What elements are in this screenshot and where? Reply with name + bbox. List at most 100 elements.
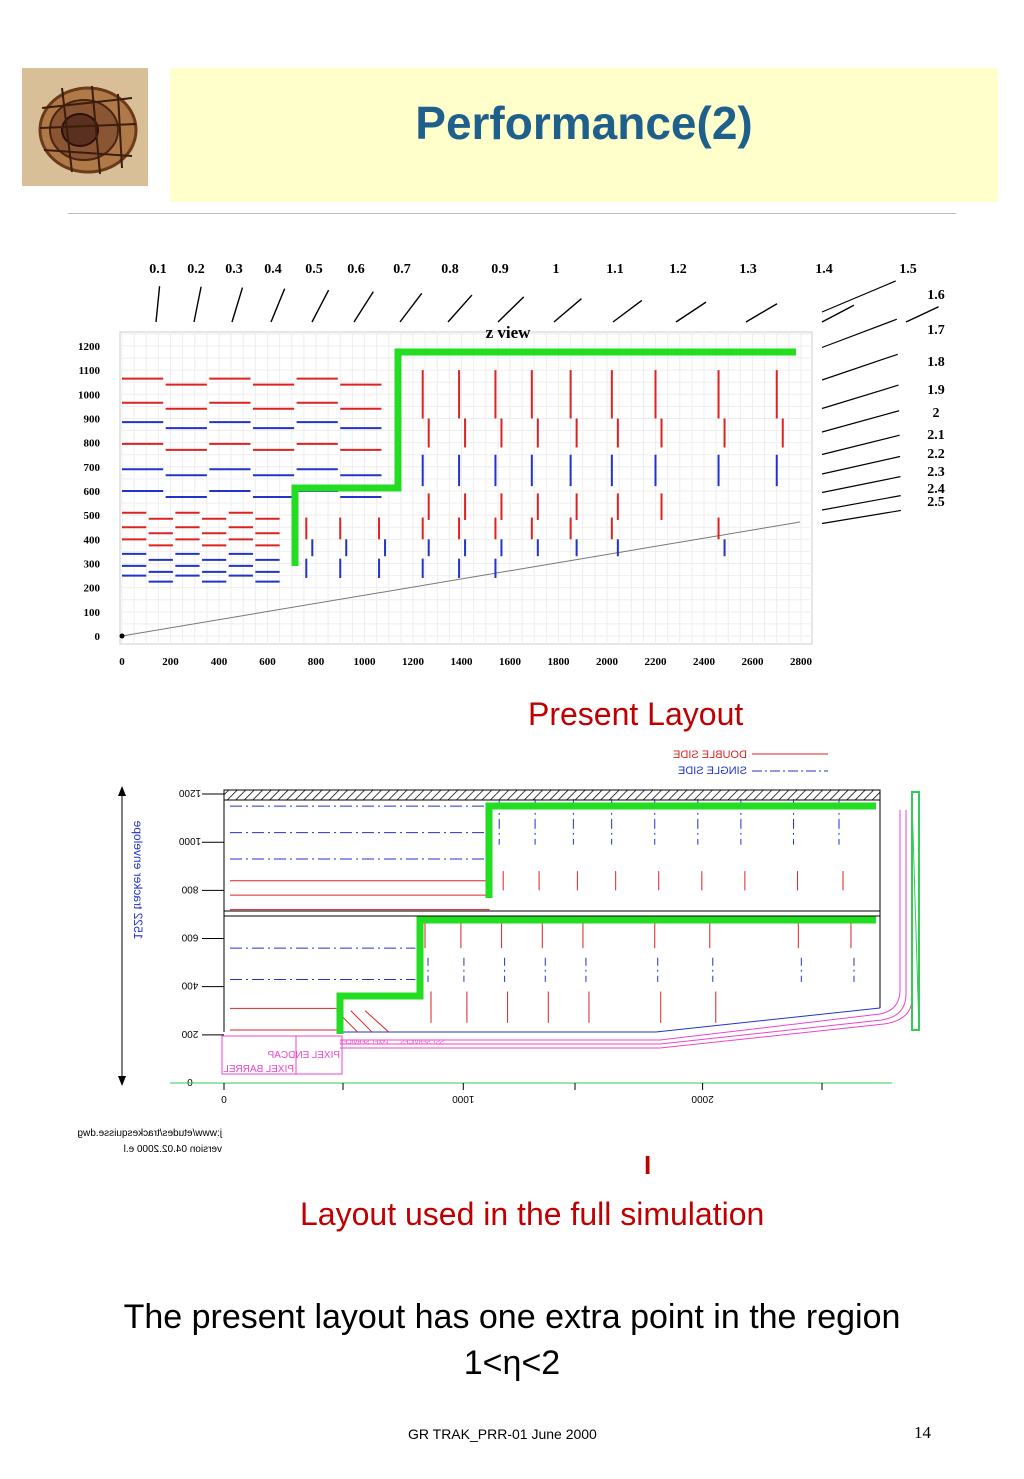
eta-label-right: 1.6: [927, 288, 945, 303]
bottom-x-tick: 2000: [691, 1093, 714, 1104]
eta-label-top: 1: [553, 262, 560, 277]
top-plot-beam-line: [121, 521, 801, 637]
bottom-y-tick: 200: [181, 1028, 198, 1039]
top-x-tick-label: 1400: [451, 656, 474, 668]
end-flange: [911, 791, 920, 1031]
eta-line-right: [821, 476, 901, 494]
bottom-outer-highlight: [485, 802, 876, 898]
eta-label-top: 0.6: [347, 262, 365, 277]
eta-label-right: 1.7: [927, 323, 945, 338]
detector-logo: [22, 68, 148, 186]
bottom-y-tick-label: 200: [181, 1028, 198, 1039]
bottom-pixel-diagonal: [364, 1010, 390, 1033]
bottom-x-tick-label: 1000: [452, 1093, 475, 1104]
eta-line-right: [821, 509, 902, 525]
end-flange-hatch: [911, 799, 920, 1031]
top-y-tick-label: 800: [84, 438, 101, 450]
title-banner: [170, 68, 998, 202]
top-plot: z view 120011001000900800700600500400300…: [78, 262, 945, 668]
detector-logo-drawing: [22, 68, 148, 186]
bottom-y-tick-label: 1000: [178, 835, 201, 846]
page-number: 14: [914, 1423, 931, 1442]
top-x-tick-label: 2000: [596, 656, 619, 668]
inner-cone-line: [340, 1007, 881, 1033]
eta-line-top: [905, 306, 939, 323]
eta-line-top: [553, 298, 582, 323]
eta-line-right: [821, 495, 901, 511]
eta-line-top: [399, 292, 423, 323]
top-plot-eta-lines: 0.1 0.2 0.3 0.4 0.5 0.6 0.7 0.8 0.9 1 1.1 1.2 1.3 1.4…: [149, 262, 945, 525]
eta-line-top: [675, 301, 707, 323]
top-y-tick-label: 500: [84, 510, 101, 522]
eta-line-right: [821, 434, 900, 456]
bottom-x-tick: 0: [221, 1093, 227, 1104]
bottom-y-tick: 800: [181, 883, 198, 894]
eta-label-top: 0.8: [441, 262, 459, 277]
top-y-tick-label: 1200: [78, 341, 101, 353]
eta-label-top: 1.5: [899, 262, 917, 277]
eta-line-right: [821, 353, 898, 381]
eta-line-right: [821, 318, 898, 349]
eta-line-top: [270, 288, 286, 323]
eta-label-top: 0.1: [149, 262, 167, 277]
top-x-tick-label: 2400: [693, 656, 716, 668]
cable-label-1: PIXEL SERVICES: [339, 1040, 388, 1046]
top-y-tick-label: 900: [84, 413, 101, 425]
eta-line-right: [821, 280, 896, 313]
legend-single-label: SINGLE SIDE: [678, 765, 747, 777]
eta-label-right: 2.4: [927, 482, 945, 497]
bottom-plot-legend: DOUBLE SIDE SINGLE SIDE: [673, 749, 747, 777]
caption-present-layout: Present Layout: [528, 696, 744, 732]
top-y-tick-label: 400: [84, 534, 101, 546]
file-note: j:www/etudes/trackesquisse.dwg version 0…: [77, 1128, 223, 1155]
top-y-tick-label: 1000: [78, 389, 101, 401]
eta-label-top: 0.2: [187, 262, 205, 277]
services-cable-1: [340, 810, 901, 1041]
top-plot-origin-dot: [119, 633, 125, 639]
bottom-pixel-diagonal: [350, 1010, 373, 1033]
eta-label-top: 0.4: [264, 262, 282, 277]
slide-footer: GR TRAK_PRR-01 June 2000: [408, 1426, 597, 1442]
bottom-y-tick-label: 0: [187, 1076, 193, 1087]
envelope-vertical-label: 1522 tracker envelope: [131, 820, 145, 939]
services-cable-3: [340, 810, 913, 1049]
bottom-plot-barrel-layers: [230, 805, 490, 1033]
eta-line-right: [821, 384, 899, 410]
envelope-arrow-top: [118, 786, 126, 796]
eta-line-right: [821, 410, 900, 433]
eta-label-top: 1.2: [669, 262, 687, 277]
top-x-tick-label: 200: [162, 656, 179, 668]
bottom-y-tick-label: 800: [181, 883, 198, 894]
eta-label-right: 2.3: [927, 465, 945, 480]
top-x-tick-label: 400: [211, 656, 228, 668]
top-y-tick-label: 1100: [79, 365, 101, 377]
eta-label-right: 2.5: [927, 495, 945, 510]
eta-label-top: 0.3: [225, 262, 243, 277]
pixel-barrel-box: [221, 1035, 343, 1075]
top-x-tick-label: 1200: [402, 656, 425, 668]
top-x-tick-label: 2800: [790, 656, 813, 668]
bottom-x-tick-label: 2000: [691, 1093, 714, 1104]
eta-label-right: 2: [933, 406, 940, 421]
top-y-tick-label: 100: [84, 607, 101, 619]
outer-support-hatch: [223, 789, 881, 801]
top-x-tick-label: 0: [119, 656, 125, 668]
cable-label-2: SST SERVICES: [401, 1040, 444, 1046]
top-x-tick-label: 2600: [742, 656, 765, 668]
eta-label-right: 1.8: [927, 355, 945, 370]
pixel-barrel-label: PIXEL BARREL: [223, 1064, 294, 1075]
legend-double-label: DOUBLE SIDE: [673, 749, 747, 761]
bottom-plot-x-axis: 0 1000 2000: [221, 1083, 823, 1104]
top-x-tick-label: 800: [308, 656, 325, 668]
eta-label-right: 1.9: [927, 383, 945, 398]
top-x-tick-label: 1800: [548, 656, 571, 668]
top-plot-barrel-layers: [122, 377, 382, 583]
eta-line-top: [497, 296, 525, 323]
eta-line-top: [193, 286, 202, 323]
file-note-line2: version 04.02.2000 e.l: [124, 1144, 222, 1155]
eta-line-top: [155, 286, 161, 323]
bottom-x-tick-label: 0: [221, 1093, 227, 1104]
eta-label-top: 0.5: [305, 262, 323, 277]
title-divider: [68, 213, 956, 214]
